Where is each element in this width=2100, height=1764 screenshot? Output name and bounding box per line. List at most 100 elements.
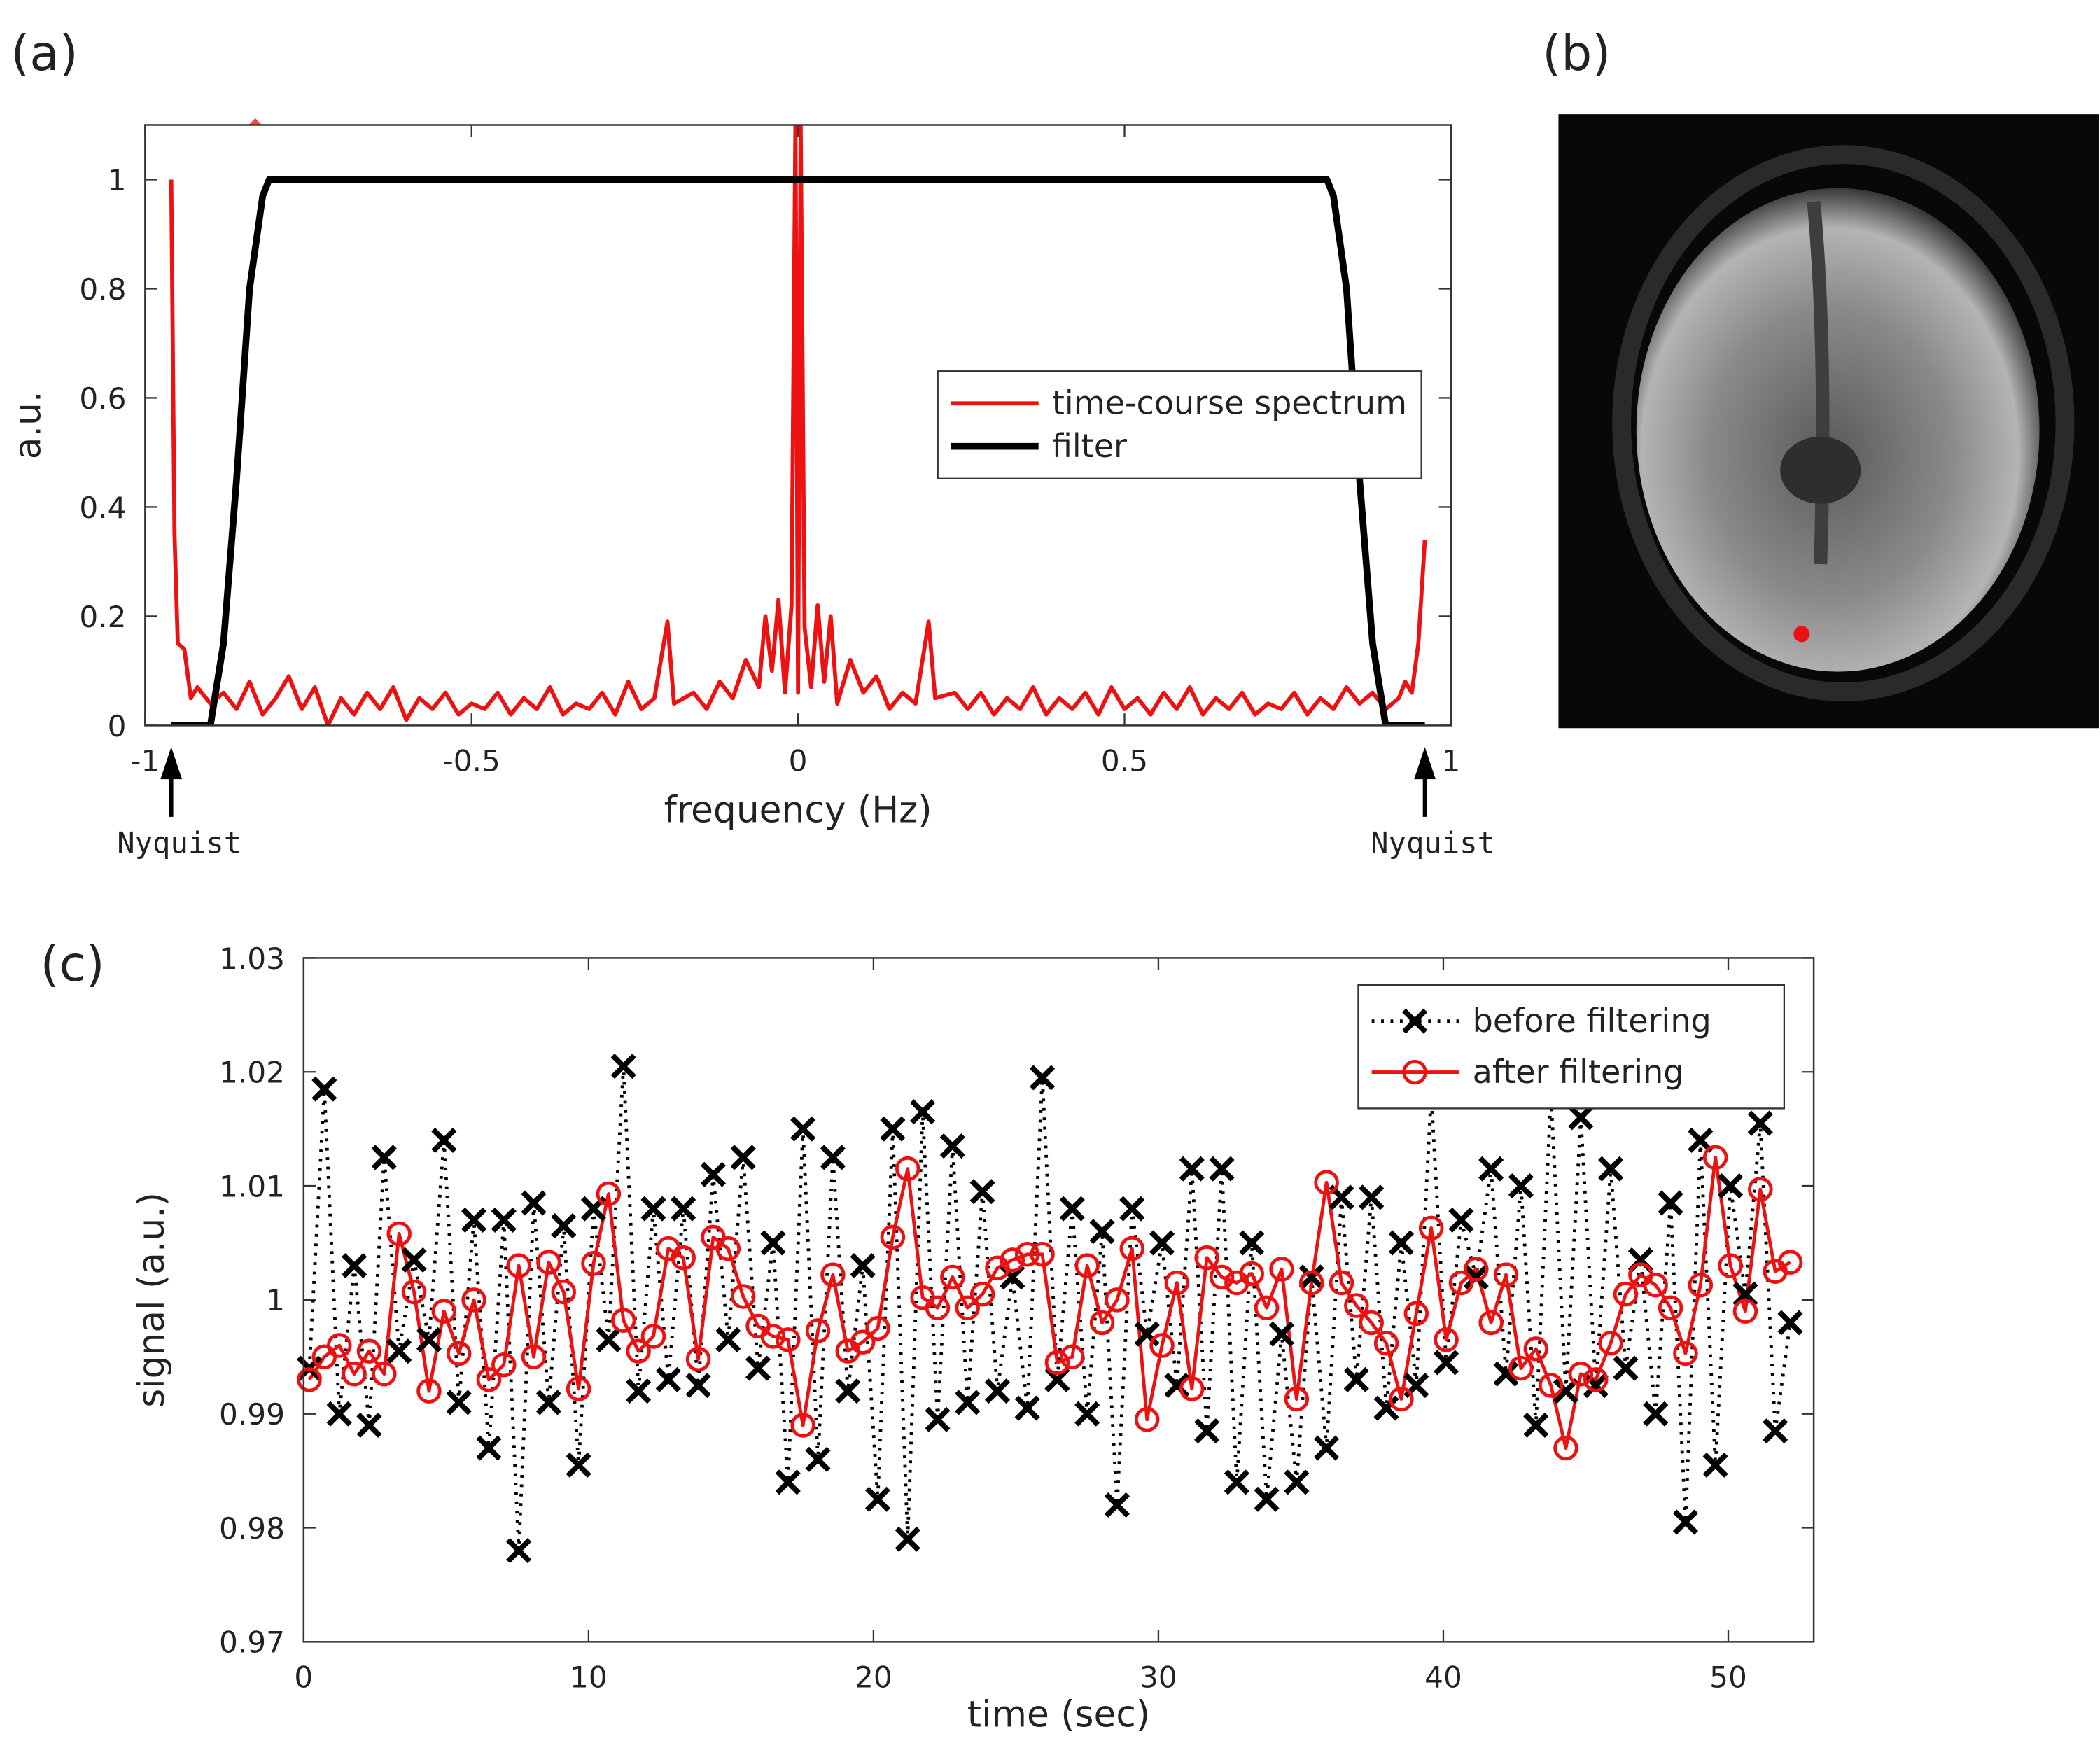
- marker-circle: [1060, 1344, 1085, 1370]
- marker-circle: [1239, 1261, 1264, 1287]
- marker-circle: [1284, 1386, 1310, 1412]
- marker-x: [925, 1406, 951, 1432]
- marker-circle: [1508, 1355, 1534, 1381]
- marker-x: [1239, 1230, 1265, 1256]
- marker-x: [1478, 1156, 1504, 1182]
- marker-x: [1089, 1219, 1115, 1245]
- marker-circle: [1673, 1340, 1698, 1366]
- marker-circle: [326, 1333, 352, 1358]
- legend-box: [937, 370, 1422, 479]
- marker-circle: [1209, 1264, 1235, 1290]
- marker-circle: [850, 1329, 876, 1354]
- marker-x: [446, 1390, 472, 1415]
- marker-circle: [790, 1413, 816, 1438]
- marker-x: [1598, 1156, 1624, 1182]
- marker-x: [342, 1252, 368, 1279]
- marker-x: [1717, 1173, 1744, 1199]
- plot: [307, 1064, 1792, 1553]
- marker-x: [1523, 1412, 1549, 1438]
- annotation-arrowhead: [1414, 747, 1436, 780]
- marker-x: [596, 1326, 622, 1352]
- marker-circle: [1448, 1270, 1474, 1296]
- marker-x: [1179, 1156, 1205, 1182]
- marker-x: [521, 1190, 547, 1216]
- marker-circle: [1105, 1287, 1130, 1312]
- marker-x: [1343, 1366, 1369, 1392]
- marker-circle: [1658, 1295, 1684, 1321]
- x-axis-label: frequency (Hz): [664, 790, 932, 832]
- marker-x: [626, 1378, 652, 1404]
- marker-x: [1702, 1452, 1728, 1478]
- marker-circle: [536, 1250, 561, 1275]
- marker-circle: [416, 1378, 442, 1404]
- marker-x: [386, 1338, 412, 1364]
- marker-circle: [880, 1224, 906, 1250]
- marker-circle: [491, 1352, 517, 1378]
- marker-x: [820, 1144, 846, 1170]
- voxel-marker: [1793, 626, 1810, 643]
- marker-circle: [1702, 1144, 1728, 1170]
- marker-x: [476, 1435, 502, 1461]
- marker-circle: [1404, 1301, 1429, 1326]
- marker-circle: [1298, 1270, 1324, 1296]
- marker-x: [1493, 1361, 1519, 1387]
- legend: time-course spectrum filter: [937, 370, 1422, 479]
- marker-circle: [446, 1340, 472, 1366]
- brain: [1636, 188, 2040, 672]
- marker-circle: [1643, 1272, 1668, 1298]
- x-tick-label: 40: [1424, 1660, 1462, 1695]
- marker-x: [1014, 1395, 1040, 1421]
- marker-x: [955, 1390, 981, 1415]
- marker-circle: [1402, 1059, 1427, 1085]
- x-tick-label: 0: [789, 744, 808, 778]
- marker-x: [1688, 1127, 1714, 1154]
- y-tick-label: 0.97: [219, 1625, 285, 1660]
- marker-circle: [1568, 1361, 1594, 1387]
- marker-x: [685, 1372, 711, 1399]
- marker-circle: [1074, 1253, 1100, 1278]
- marker-circle: [730, 1284, 756, 1309]
- marker-circle: [1583, 1367, 1609, 1392]
- marker-circle: [356, 1338, 382, 1364]
- x-tick-label: 30: [1140, 1660, 1177, 1695]
- y-tick-label: 0: [108, 709, 127, 743]
- marker-x: [312, 1076, 337, 1102]
- marker-x: [371, 1144, 397, 1170]
- marker-circle: [1434, 1327, 1459, 1352]
- marker-x: [835, 1378, 861, 1404]
- marker-circle: [985, 1255, 1010, 1281]
- marker-x: [506, 1538, 532, 1564]
- y-tick-label: 0.99: [219, 1397, 285, 1432]
- x-tick-label: 20: [855, 1660, 892, 1695]
- marker-x: [910, 1099, 936, 1125]
- marker-x: [431, 1127, 457, 1154]
- markers: [296, 1054, 1803, 1564]
- marker-circle: [776, 1327, 801, 1352]
- y-tick-label: 1.01: [219, 1169, 285, 1203]
- marker-x: [551, 1212, 577, 1239]
- marker-circle: [1329, 1270, 1354, 1296]
- marker-x: [984, 1378, 1011, 1404]
- y-axis-label: signal (a.u.): [131, 1192, 173, 1408]
- skull: [1612, 145, 2075, 701]
- marker-circle: [1777, 1250, 1803, 1275]
- marker-circle: [551, 1279, 577, 1305]
- marker-x: [1402, 1008, 1428, 1034]
- marker-x: [326, 1401, 352, 1427]
- marker-x: [1448, 1207, 1474, 1233]
- marker-circle: [1030, 1242, 1055, 1267]
- marker-circle: [372, 1361, 397, 1387]
- marker-circle: [1464, 1256, 1489, 1282]
- axes-frame: [302, 957, 1815, 1643]
- marker-circle: [955, 1295, 980, 1321]
- marker-circle: [1119, 1236, 1145, 1261]
- marker-x: [805, 1446, 831, 1472]
- marker-x: [655, 1366, 681, 1392]
- marker-x: [730, 1144, 756, 1170]
- series-line: [307, 1155, 1791, 1450]
- marker-x: [775, 1469, 801, 1495]
- marker-circle: [1254, 1295, 1280, 1321]
- marker-circle: [685, 1346, 711, 1372]
- marker-x: [401, 1247, 427, 1273]
